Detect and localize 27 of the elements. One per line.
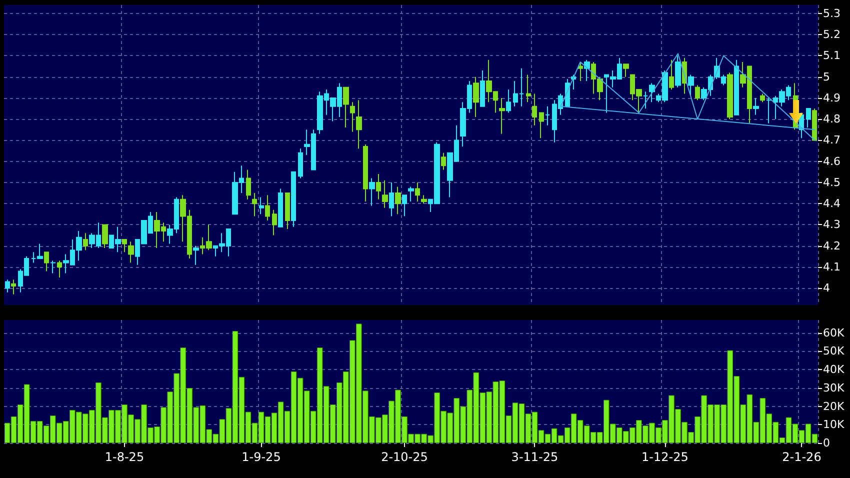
y-tick-label: 4 bbox=[823, 282, 830, 295]
y-tick-label: 4.2 bbox=[823, 239, 840, 252]
y-tick-label: 30K bbox=[823, 381, 845, 394]
x-tick-label: 1-12-25 bbox=[642, 450, 688, 464]
x-tick-label: 1-8-25 bbox=[104, 450, 144, 464]
x-tick-label: 3-11-25 bbox=[511, 450, 558, 464]
y-tick-label: 4.9 bbox=[823, 91, 840, 104]
x-tick-label: 2-1-26 bbox=[782, 450, 822, 464]
y-tick-label: 4.5 bbox=[823, 176, 840, 189]
y-tick-label: 5 bbox=[823, 70, 830, 84]
y-tick-label: 4.8 bbox=[823, 112, 840, 126]
y-tick-label: 0 bbox=[823, 436, 830, 450]
x-tick-label: 1-9-25 bbox=[242, 450, 281, 464]
y-tick-label: 40K bbox=[823, 363, 845, 376]
y-tick-label: 5.3 bbox=[823, 6, 840, 20]
y-tick-label: 50K bbox=[823, 344, 845, 358]
y-tick-label: 10K bbox=[823, 418, 845, 432]
y-tick-label: 4.6 bbox=[823, 154, 840, 168]
x-tick-label: 2-10-25 bbox=[381, 450, 428, 464]
y-tick-label: 60K bbox=[823, 326, 845, 340]
y-tick-label: 5.1 bbox=[823, 49, 840, 62]
y-tick-label: 4.3 bbox=[823, 218, 840, 232]
y-tick-label: 5.2 bbox=[823, 28, 840, 42]
y-tick-label: 4.7 bbox=[823, 134, 840, 147]
y-tick-label: 20K bbox=[823, 400, 845, 413]
y-tick-label: 4.4 bbox=[823, 197, 840, 210]
y-tick-label: 4.1 bbox=[823, 260, 840, 274]
